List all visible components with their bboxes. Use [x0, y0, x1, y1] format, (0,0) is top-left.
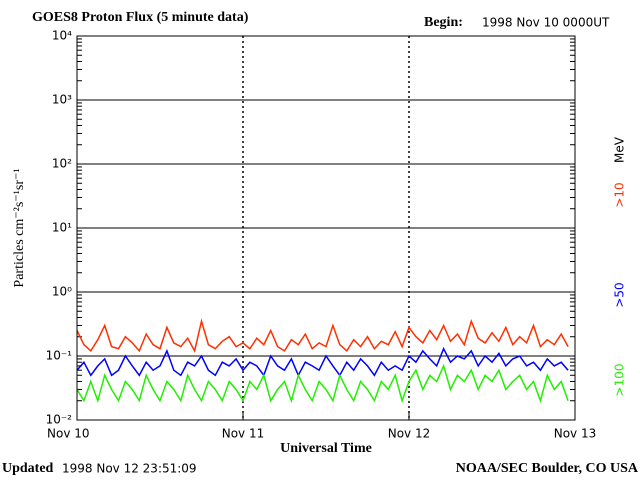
y-tick-label: 10⁰ [52, 285, 72, 299]
legend-unit: MeV [613, 136, 627, 163]
credit: NOAA/SEC Boulder, CO USA [456, 461, 639, 476]
series-line [76, 346, 569, 378]
x-tick-label: Nov 11 [222, 427, 265, 441]
x-tick-label: Nov 10 [47, 427, 90, 441]
begin-label: Begin: [424, 15, 463, 30]
x-tick-label: Nov 12 [388, 427, 431, 441]
y-tick-label: 10⁻¹ [46, 349, 73, 363]
x-tick-label: Nov 13 [554, 427, 597, 441]
legend-entry: >50 [613, 282, 627, 307]
x-axis-label: Universal Time [280, 441, 372, 456]
y-tick-label: 10³ [52, 93, 72, 107]
updated-value: 1998 Nov 12 23:51:09 [62, 462, 197, 476]
plot-frame [76, 35, 576, 421]
y-tick-label: 10⁻² [46, 413, 73, 427]
begin-value: 1998 Nov 10 0000UT [482, 16, 610, 30]
legend-entry: >100 [613, 364, 627, 397]
legend-entry: >10 [613, 182, 627, 207]
y-tick-label: 10¹ [52, 221, 72, 235]
series-line [76, 363, 569, 404]
chart-title: GOES8 Proton Flux (5 minute data) [32, 10, 249, 25]
y-axis-label: Particles cm⁻²s⁻¹sr⁻¹ [12, 168, 27, 287]
series-line [76, 318, 569, 353]
y-tick-label: 10² [52, 157, 72, 171]
y-tick-label: 10⁴ [52, 29, 72, 43]
updated-label: Updated [2, 461, 54, 476]
